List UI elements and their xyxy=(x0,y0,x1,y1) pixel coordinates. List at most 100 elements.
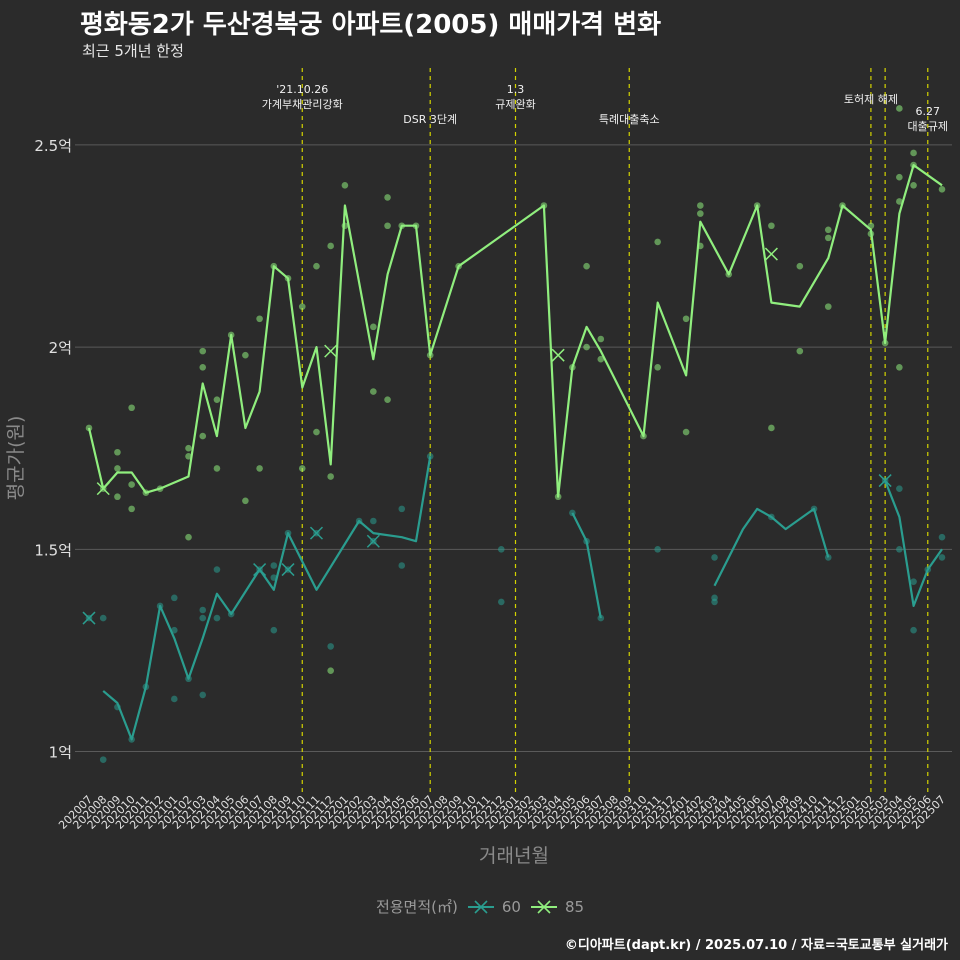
data-point-85 xyxy=(341,181,349,189)
data-point-85 xyxy=(185,452,192,460)
data-point-85 xyxy=(242,351,249,359)
data-point-60 xyxy=(896,485,903,492)
data-point-60 xyxy=(398,562,406,569)
series-line-60 xyxy=(571,512,602,619)
grid xyxy=(75,144,952,753)
data-point-85 xyxy=(896,198,903,205)
data-point-60 xyxy=(213,614,221,622)
data-point-85 xyxy=(199,364,207,371)
legend-label-85: 85 xyxy=(564,897,585,916)
data-point-85 xyxy=(796,262,804,270)
data-point-85 xyxy=(824,226,832,234)
data-point-85 xyxy=(128,481,135,488)
data-point-60 xyxy=(171,594,178,602)
event-label: 1.3 xyxy=(507,83,525,96)
data-point-60 xyxy=(497,598,505,606)
data-point-60 xyxy=(398,505,406,513)
x-axis-title: 거래년월 xyxy=(479,845,549,867)
data-point-85 xyxy=(597,355,605,363)
data-point-85 xyxy=(298,465,306,472)
data-point-60 xyxy=(497,546,505,553)
x-axis: 2020072020082020092020102020112020122021… xyxy=(56,793,948,832)
data-point-85 xyxy=(697,202,704,209)
data-point-85 xyxy=(824,303,832,310)
legend-swatch-60 xyxy=(467,899,494,914)
data-point-60 xyxy=(896,546,903,553)
data-point-85 xyxy=(824,234,832,242)
data-point-60 xyxy=(199,691,207,699)
data-point-85 xyxy=(654,238,661,246)
cross-marker-60 xyxy=(281,563,295,577)
data-point-85 xyxy=(768,424,775,432)
data-point-60 xyxy=(711,554,718,561)
data-point-85 xyxy=(298,303,306,310)
event-label: 규제완화 xyxy=(495,98,535,111)
data-point-85 xyxy=(682,315,690,323)
data-point-85 xyxy=(896,364,903,371)
series-line-60 xyxy=(713,507,830,587)
data-point-60 xyxy=(99,756,107,763)
data-point-60 xyxy=(171,695,178,703)
data-point-85 xyxy=(128,505,135,513)
data-point-85 xyxy=(199,347,207,355)
data-point-60 xyxy=(910,626,917,634)
event-label: '21.10.26 xyxy=(276,83,328,96)
data-point-85 xyxy=(910,181,917,189)
data-point-85 xyxy=(384,194,391,201)
data-point-85 xyxy=(384,222,391,230)
legend-label-60: 60 xyxy=(501,897,521,916)
series-line-85 xyxy=(87,164,943,498)
data-point-85 xyxy=(85,424,93,432)
cross-marker-85 xyxy=(96,482,110,496)
legend-swatch-85 xyxy=(530,899,557,914)
data-point-85 xyxy=(910,149,917,157)
data-point-60 xyxy=(370,517,377,525)
data-point-85 xyxy=(313,262,320,270)
y-axis-title: 평균가(원) xyxy=(5,416,27,501)
data-point-85 xyxy=(597,335,605,343)
data-point-60 xyxy=(99,614,107,622)
data-point-60 xyxy=(199,614,207,622)
chart-title: 평화동2가 두산경복궁 아파트(2005) 매매가격 변화 xyxy=(80,10,661,40)
data-point-85 xyxy=(896,105,903,112)
data-point-85 xyxy=(114,448,121,456)
data-point-60 xyxy=(426,452,434,460)
series-line-60 xyxy=(884,480,943,608)
cross-marker-60 xyxy=(253,563,267,577)
y-tick-label: 1억 xyxy=(49,744,72,762)
data-point-60 xyxy=(270,626,278,634)
data-point-85 xyxy=(682,428,690,436)
source-caption: ©디아파트(dapt.kr) / 2025.07.10 / 자료=국토교통부 실… xyxy=(564,938,948,953)
cross-marker-60 xyxy=(82,611,96,625)
cross-marker-85 xyxy=(324,344,338,358)
event-label: 토허제 해제 xyxy=(844,92,898,106)
data-point-85 xyxy=(938,186,946,193)
chart-subtitle: 최근 5개년 한정 xyxy=(82,42,184,60)
data-point-85 xyxy=(327,667,334,674)
data-point-85 xyxy=(796,347,804,355)
series-line-60 xyxy=(102,456,432,741)
data-point-85 xyxy=(256,315,263,323)
data-marks xyxy=(82,105,946,763)
data-point-60 xyxy=(327,643,334,650)
data-point-60 xyxy=(213,566,221,573)
y-axis: 1억 1.5억 2억 2.5억 xyxy=(34,137,72,762)
data-point-60 xyxy=(938,533,946,541)
data-point-85 xyxy=(213,396,221,403)
legend-title: 전용면적(㎡) xyxy=(375,898,458,916)
legend-item-85: 85 xyxy=(529,898,584,916)
data-point-85 xyxy=(185,444,192,452)
data-point-85 xyxy=(199,432,207,440)
event-label: 가계부채관리강화 xyxy=(262,98,343,111)
data-point-85 xyxy=(583,343,590,351)
data-point-85 xyxy=(583,262,590,270)
data-point-85 xyxy=(114,493,121,501)
data-point-85 xyxy=(114,465,121,472)
data-point-85 xyxy=(327,242,334,250)
data-point-85 xyxy=(213,465,221,472)
data-point-85 xyxy=(370,323,377,331)
data-point-85 xyxy=(896,173,903,181)
cross-marker-60 xyxy=(366,534,380,548)
